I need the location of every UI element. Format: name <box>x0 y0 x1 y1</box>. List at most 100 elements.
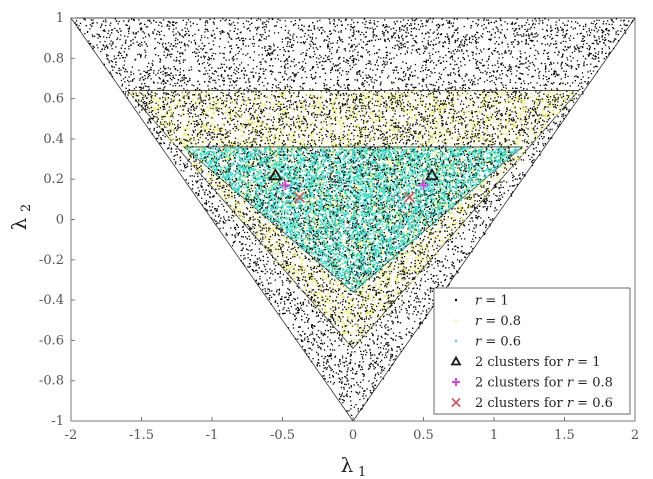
data-point <box>445 149 446 150</box>
data-point <box>186 24 187 25</box>
data-point <box>255 232 256 233</box>
data-point <box>370 317 371 318</box>
data-point <box>395 242 396 243</box>
data-point <box>458 129 459 130</box>
data-point <box>560 109 561 110</box>
data-point <box>296 64 297 65</box>
data-point <box>311 269 312 270</box>
data-point <box>396 40 397 41</box>
data-point <box>245 55 246 56</box>
data-point <box>492 54 493 55</box>
data-point <box>378 170 379 171</box>
data-point <box>231 45 232 46</box>
data-point <box>373 342 374 343</box>
data-point <box>340 205 341 206</box>
data-point <box>184 101 185 102</box>
data-point <box>235 204 236 205</box>
data-point <box>303 152 304 153</box>
data-point <box>551 89 552 90</box>
data-point <box>164 121 165 122</box>
data-point <box>148 89 149 90</box>
data-point <box>149 112 150 113</box>
data-point <box>274 269 275 270</box>
data-point <box>228 112 229 113</box>
data-point <box>270 283 271 284</box>
data-point <box>305 120 306 121</box>
data-point <box>332 42 333 43</box>
data-point <box>207 62 208 63</box>
data-point <box>305 256 306 257</box>
data-point <box>460 195 461 196</box>
data-point <box>566 71 567 72</box>
data-point <box>524 83 525 84</box>
data-point <box>381 70 382 71</box>
data-point <box>201 114 202 115</box>
data-point <box>430 291 431 292</box>
data-point <box>444 139 445 140</box>
data-point <box>402 125 403 126</box>
data-point <box>240 143 241 144</box>
data-point <box>533 76 534 77</box>
data-point <box>167 93 168 94</box>
data-point <box>401 309 402 310</box>
data-point <box>280 61 281 62</box>
data-point <box>365 108 366 109</box>
data-point <box>237 92 238 93</box>
data-point <box>275 97 276 98</box>
data-point <box>455 179 456 180</box>
data-point <box>528 35 529 36</box>
data-point <box>386 286 387 287</box>
data-point <box>430 122 431 123</box>
data-point <box>191 113 192 114</box>
data-point <box>315 189 316 190</box>
data-point <box>478 97 479 98</box>
data-point <box>461 210 462 211</box>
data-point <box>540 117 541 118</box>
data-point <box>285 88 286 89</box>
data-point <box>430 261 431 262</box>
data-point <box>167 75 168 76</box>
data-point <box>241 38 242 39</box>
data-point <box>373 127 374 128</box>
data-point <box>369 223 370 224</box>
data-point <box>303 67 304 68</box>
data-point <box>338 290 339 291</box>
data-point <box>482 222 483 223</box>
data-point <box>108 30 109 31</box>
data-point <box>379 110 380 111</box>
data-point <box>550 27 551 28</box>
data-point <box>404 92 405 93</box>
data-point <box>568 95 569 96</box>
data-point <box>596 23 597 24</box>
data-point <box>532 20 533 21</box>
data-point <box>165 43 166 44</box>
data-point <box>224 53 225 54</box>
data-point <box>299 280 300 281</box>
data-point <box>383 124 384 125</box>
data-point <box>135 106 136 107</box>
data-point <box>316 117 317 118</box>
data-point <box>358 308 359 309</box>
data-point <box>532 160 533 161</box>
data-point <box>511 42 512 43</box>
data-point <box>392 312 393 313</box>
data-point <box>225 220 226 221</box>
data-point <box>506 119 507 120</box>
data-point <box>236 85 237 86</box>
data-point <box>602 51 603 52</box>
data-point <box>298 134 299 135</box>
data-point <box>508 152 509 153</box>
data-point <box>533 159 534 160</box>
data-point <box>134 78 135 79</box>
data-point <box>360 34 361 35</box>
data-point <box>373 36 374 37</box>
data-point <box>236 126 237 127</box>
data-point <box>285 64 286 65</box>
data-point <box>401 351 402 352</box>
data-point <box>369 154 370 155</box>
data-point <box>333 259 334 260</box>
data-point <box>495 88 496 89</box>
data-point <box>432 128 433 129</box>
data-point <box>307 111 308 112</box>
data-point <box>491 75 492 76</box>
